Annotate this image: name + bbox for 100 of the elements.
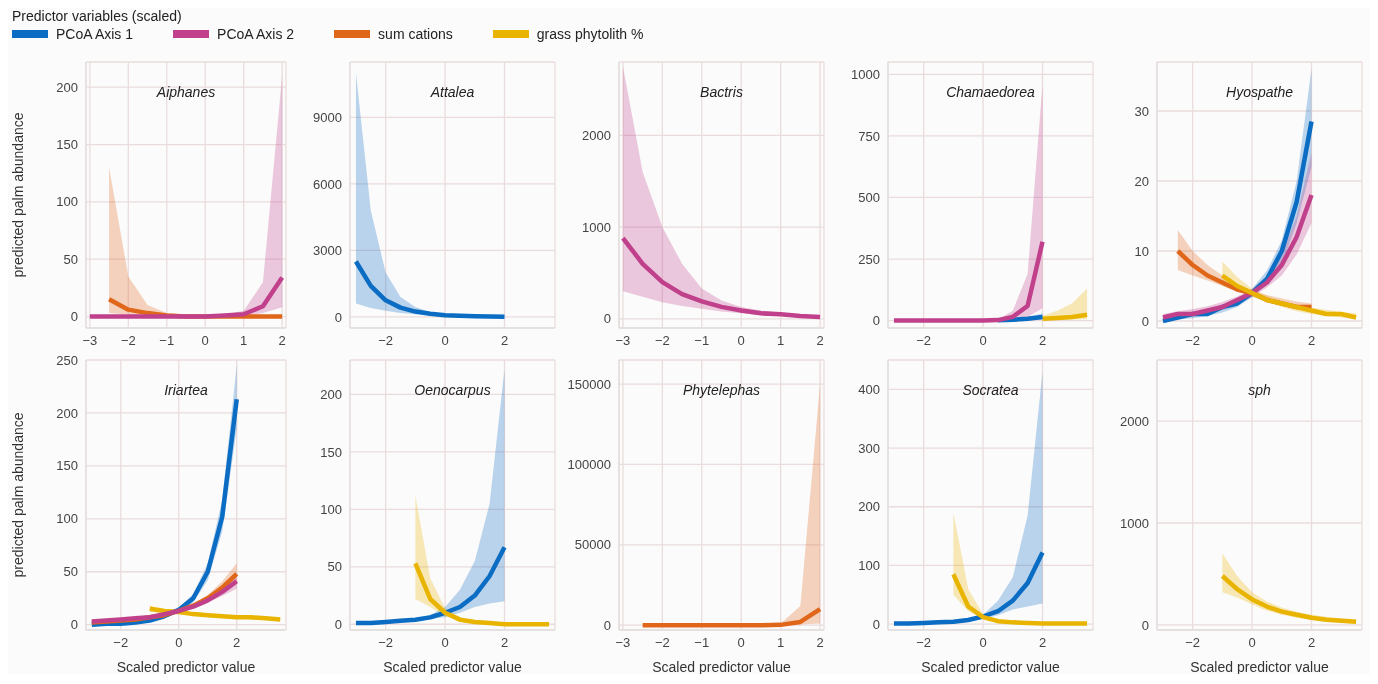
- x-tick-label: −2: [654, 635, 670, 651]
- y-tick-label: 0: [872, 616, 880, 632]
- x-tick-label: −2: [113, 635, 129, 651]
- y-tick-label: 0: [70, 617, 78, 633]
- y-tick-label: 10: [1134, 243, 1149, 259]
- y-tick-label: 750: [858, 128, 880, 144]
- text: Attalea: [429, 84, 476, 100]
- x-tick-label: −2: [378, 635, 394, 651]
- x-tick-label: 0: [1248, 635, 1256, 651]
- x-tick-label: −3: [82, 333, 98, 349]
- x-axis-title: Scaled predictor value: [1190, 659, 1329, 675]
- x-tick-label: 0: [1248, 333, 1256, 349]
- y-tick-label: 200: [858, 499, 880, 515]
- x-tick-label: 2: [816, 333, 824, 349]
- x-axis-title: Scaled predictor value: [116, 659, 256, 675]
- x-axis-title: Scaled predictor value: [921, 659, 1060, 675]
- y-tick-label: 100: [320, 501, 342, 517]
- x-tick-label: 0: [441, 333, 449, 349]
- y-tick-label: 0: [334, 616, 342, 632]
- y-tick-label: 0: [1141, 617, 1149, 633]
- x-tick-label: −1: [694, 333, 710, 349]
- y-tick-label: 500: [858, 190, 880, 206]
- x-tick-label: 0: [201, 333, 209, 349]
- x-tick-label: 2: [233, 635, 241, 651]
- legend-title: Predictor variables (scaled): [12, 8, 183, 24]
- y-tick-label: 0: [70, 309, 78, 325]
- text: Oenocarpus: [413, 382, 492, 398]
- y-tick-label: 100: [56, 511, 78, 527]
- y-tick-label: 50: [63, 251, 78, 267]
- legend-label: sum cations: [378, 26, 453, 42]
- text: Hyospathe: [1225, 84, 1294, 100]
- x-tick-label: −1: [159, 333, 175, 349]
- text: sph: [1247, 382, 1272, 398]
- x-tick-label: 2: [278, 333, 286, 349]
- legend-label: PCoA Axis 1: [56, 26, 134, 42]
- legend-label: grass phytolith %: [536, 26, 644, 42]
- y-axis-title: predicted palm abundance: [9, 412, 26, 578]
- y-tick-label: 50: [63, 564, 78, 580]
- y-tick-label: 150: [320, 444, 342, 460]
- y-tick-label: 0: [872, 313, 880, 329]
- y-tick-label: 1000: [1120, 515, 1149, 531]
- y-tick-label: 2000: [582, 127, 611, 143]
- y-tick-label: 6000: [313, 176, 342, 192]
- y-tick-label: 30: [1134, 103, 1149, 119]
- y-tick-label: 400: [858, 381, 880, 397]
- y-tick-label: 0: [1141, 313, 1149, 329]
- x-tick-label: −2: [378, 333, 394, 349]
- y-tick-label: 20: [1134, 173, 1149, 189]
- x-axis-title: Scaled predictor value: [383, 659, 522, 675]
- x-tick-label: 0: [979, 635, 987, 651]
- y-tick-label: 250: [858, 251, 880, 267]
- text: Chamaedorea: [945, 84, 1036, 100]
- x-tick-label: 1: [240, 333, 248, 349]
- text: Iriartea: [163, 382, 209, 398]
- y-tick-label: 0: [603, 617, 611, 633]
- x-tick-label: −3: [615, 333, 631, 349]
- y-tick-label: 100: [858, 558, 880, 574]
- y-tick-label: 3000: [313, 243, 342, 259]
- x-tick-label: 1: [777, 635, 785, 651]
- y-tick-label: 150: [56, 458, 78, 474]
- text: Bactris: [699, 84, 744, 100]
- x-tick-label: −1: [694, 635, 710, 651]
- y-tick-label: 50: [327, 559, 342, 575]
- x-axis-title: Scaled predictor value: [652, 659, 791, 675]
- y-tick-label: 50000: [574, 537, 611, 553]
- text: Socratea: [961, 382, 1020, 398]
- y-tick-label: 2000: [1120, 413, 1149, 429]
- x-tick-label: 2: [1038, 635, 1047, 651]
- y-tick-label: 200: [56, 79, 78, 95]
- x-tick-label: −2: [1185, 333, 1201, 349]
- x-tick-label: 0: [979, 333, 987, 349]
- y-tick-label: 200: [56, 405, 78, 421]
- x-tick-label: 2: [1307, 333, 1316, 349]
- x-tick-label: 1: [777, 333, 785, 349]
- x-tick-label: 0: [175, 635, 183, 651]
- x-tick-label: −2: [654, 333, 670, 349]
- x-tick-label: 0: [441, 635, 449, 651]
- x-tick-label: 0: [737, 333, 745, 349]
- x-tick-label: 2: [500, 635, 509, 651]
- legend-label: PCoA Axis 2: [217, 26, 295, 42]
- y-axis-title: predicted palm abundance: [9, 112, 26, 278]
- text: Aiphanes: [155, 84, 217, 100]
- y-tick-label: 150: [56, 137, 78, 153]
- y-tick-label: 9000: [313, 110, 342, 126]
- x-tick-label: −2: [916, 635, 932, 651]
- y-tick-label: 250: [56, 352, 78, 368]
- x-tick-label: −2: [916, 333, 932, 349]
- y-tick-label: 0: [603, 311, 611, 327]
- y-tick-label: 100000: [567, 457, 611, 473]
- x-tick-label: 0: [737, 635, 745, 651]
- y-tick-label: 150000: [567, 376, 611, 392]
- text: Phytelephas: [681, 382, 762, 398]
- x-tick-label: 2: [500, 333, 509, 349]
- x-tick-label: −2: [1185, 635, 1201, 651]
- x-tick-label: −3: [615, 635, 631, 651]
- x-tick-label: 2: [1307, 635, 1316, 651]
- x-tick-label: 2: [816, 635, 824, 651]
- y-tick-label: 300: [858, 440, 880, 456]
- y-tick-label: 0: [334, 309, 342, 325]
- y-tick-label: 200: [320, 387, 342, 403]
